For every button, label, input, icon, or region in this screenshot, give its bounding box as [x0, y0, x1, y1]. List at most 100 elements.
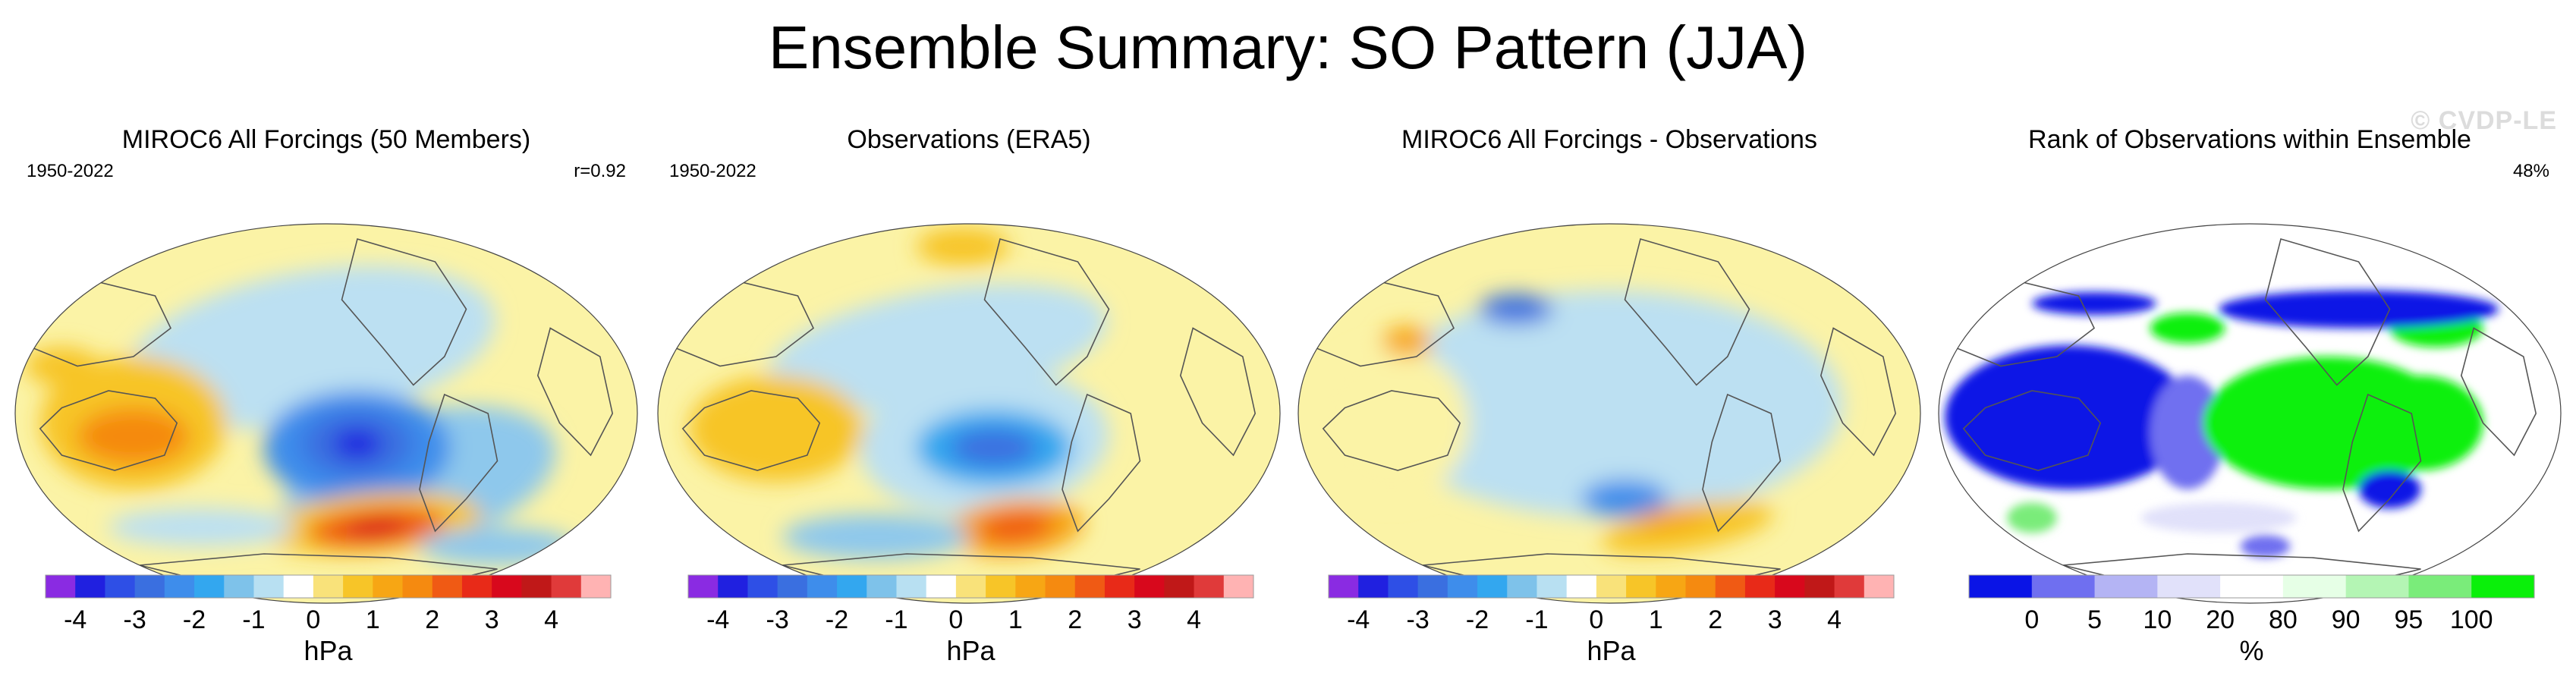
panel-2-colorbar-tick-label: -1 [885, 605, 907, 634]
panel-3-map [1297, 223, 1921, 604]
panel-1-colorbar-tick-label: 2 [425, 605, 439, 634]
panel-4-colorbar-tick-label: 10 [2143, 605, 2172, 634]
panel-3: MIROC6 All Forcings - Observations -4 -3 -2… [1294, 114, 1924, 671]
panel-4-colorbar-segment-7 [2408, 575, 2472, 598]
panel-3-colorbar-segment-8 [1566, 575, 1597, 598]
panel-4-colorbar-tick-label: 80 [2269, 605, 2298, 634]
panel-3-blob-indian-pos [1313, 347, 1470, 499]
panel-1-coastline-1 [30, 280, 172, 367]
panel-4-colorbar-tick-label: 100 [2450, 605, 2493, 634]
panel-4-blob-south-blue [2240, 535, 2291, 558]
panel-1-colorbar-segment-10 [343, 575, 373, 598]
panel-2-colorbar: -4 -3 -2 -1 0 1 2 3 4 hPa [687, 574, 1254, 666]
panel-1-colorbar-frame [45, 574, 612, 599]
panel-4-blob-south-green [2007, 502, 2057, 533]
panel-4-colorbar-segment-8 [2471, 575, 2535, 598]
panel-4-globe-outline [1938, 223, 2562, 604]
panel-1-colorbar-segment-7 [253, 575, 285, 598]
panel-1-colorbar-unit: hPa [304, 635, 353, 666]
panel-3-field [1298, 224, 1920, 603]
panel-2-colorbar-segment-18 [1223, 575, 1254, 598]
panel-1-colorbar-segment-17 [551, 575, 582, 598]
panel-4-colorbar-tick-label: 5 [2087, 605, 2102, 634]
panel-4-colorbar-segment-1 [2031, 575, 2096, 598]
panel-1-title: MIROC6 All Forcings (50 Members) [121, 125, 531, 154]
panel-3-blob-asia-pos [1382, 326, 1433, 357]
panel-3-colorbar-segment-16 [1804, 575, 1835, 598]
panel-4-colorbar-segment-0 [1969, 575, 2033, 598]
panel-3-colorbar-tick-label: -2 [1466, 605, 1489, 634]
panel-4-blob-south-faint [2140, 502, 2297, 533]
panel-1-colorbar-tick-label: -2 [183, 605, 206, 634]
panel-2-colorbar-segment-1 [718, 575, 748, 598]
panel-3-coastline-3 [1702, 393, 1782, 533]
panel-1-colorbar-segment-9 [313, 575, 344, 598]
panel-2-globe-outline [657, 223, 1281, 604]
panel-4-colorbar-tick-label: 20 [2206, 605, 2235, 634]
panel-2-colorbar-segment-14 [1104, 575, 1135, 598]
panel-3-colorbar-tick-label: 2 [1708, 605, 1722, 634]
panel-1-colorbar-segment-13 [432, 575, 463, 598]
figure-title: Ensemble Summary: SO Pattern (JJA) [768, 14, 1808, 81]
panel-3-blob-so-pos-1 [1601, 500, 1773, 555]
panel-1-colorbar-segment-12 [402, 575, 433, 598]
panel-2-colorbar-segment-6 [867, 575, 897, 598]
panel-2-colorbar-tick-label: -3 [766, 605, 789, 634]
panel-4-blob-asia-high-rank [2150, 313, 2225, 344]
panel-4-colorbar: 0 5 10 20 80 90 95 100% [1968, 574, 2535, 666]
panel-3-colorbar-tick-label: 4 [1827, 605, 1842, 634]
panel-1-globe-outline [14, 223, 638, 604]
panel-3-colorbar-segment-13 [1715, 575, 1746, 598]
panel-4-colorbar-tick-label: 0 [2024, 605, 2039, 634]
panel-2-colorbar-segment-3 [777, 575, 808, 598]
panel-1-colorbar-segment-3 [134, 575, 165, 598]
panel-3-coastline-4 [1820, 327, 1897, 457]
panel-4-blob-indian-low-rank [1945, 345, 2194, 489]
panel-3-coastline-1 [1313, 280, 1455, 367]
panel-1-blob-southern-ring [109, 508, 295, 546]
panel-4-colorbar-frame [1968, 574, 2535, 599]
panel-3-blob-so-pos-core [1634, 505, 1709, 531]
panel-3-colorbar-segment-14 [1744, 575, 1776, 598]
panel-4-blob-sp-low-rank [2358, 470, 2421, 508]
panel-3-colorbar-segment-4 [1447, 575, 1478, 598]
panel-4-colorbar-tick-label: 95 [2395, 605, 2423, 634]
panel-3-contours [1313, 290, 1843, 555]
panel-1-colorbar-tick-label: 3 [485, 605, 499, 634]
panel-2-colorbar-segment-8 [926, 575, 957, 598]
panel-1-coastline-3 [419, 393, 499, 533]
panel-2-colorbar-segment-16 [1164, 575, 1195, 598]
panel-3-blob-npac-neg [1478, 294, 1554, 325]
panel-4: Rank of Observations within Ensemble 48% ©… [1935, 106, 2565, 671]
panel-1-coastline-0 [39, 390, 178, 471]
panel-1-colorbar-tick-label: -1 [242, 605, 265, 634]
panel-2-colorbar-segment-11 [1015, 575, 1046, 598]
panel-2-colorbar-segment-12 [1045, 575, 1076, 598]
watermark: © CVDP-LE [2411, 106, 2557, 135]
panel-2-colorbar-segment-5 [837, 575, 867, 598]
panel-1-period-label: 1950-2022 [27, 161, 114, 181]
panel-2-title: Observations (ERA5) [847, 125, 1091, 154]
panel-3-colorbar-tick-label: -1 [1525, 605, 1548, 634]
panel-3-blob-sp-neg [1581, 479, 1669, 518]
panel-3-title: MIROC6 All Forcings - Observations [1401, 125, 1817, 154]
panel-1-colorbar-segment-15 [492, 575, 522, 598]
panel-4-colorbar-segment-5 [2282, 575, 2347, 598]
panel-2-coastline-4 [1179, 327, 1257, 457]
panel-1-colorbar-segment-0 [46, 575, 76, 598]
panel-4-coastline-4 [2460, 327, 2537, 457]
panel-1: MIROC6 All Forcings (50 Members) 1950-202… [11, 114, 641, 671]
panel-2-colorbar-segment-10 [986, 575, 1016, 598]
panel-3-colorbar-segment-1 [1358, 575, 1389, 598]
panel-3-colorbar-segment-6 [1507, 575, 1537, 598]
panel-1-coastline-4 [536, 327, 614, 457]
panel-4-blob-indian-edge [2150, 376, 2225, 489]
panel-1-colorbar-segment-18 [580, 575, 612, 598]
panel-3-coastline-0 [1322, 390, 1461, 471]
panel-1-colorbar-segment-11 [373, 575, 404, 598]
panel-2-map [657, 223, 1281, 604]
panel-1-colorbar-segment-5 [194, 575, 225, 598]
panel-1-blob-north-pacific [126, 266, 495, 429]
panel-1-colorbar-segment-1 [75, 575, 105, 598]
panel-4-coastline-2 [2264, 237, 2391, 386]
